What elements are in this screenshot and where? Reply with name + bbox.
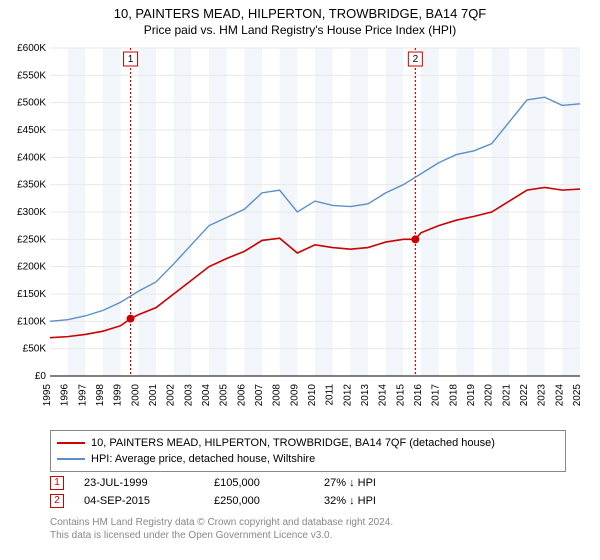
page-subtitle: Price paid vs. HM Land Registry's House … <box>0 23 600 37</box>
x-tick-label: 2006 <box>236 384 247 407</box>
x-tick-label: 2016 <box>413 384 424 407</box>
x-tick-label: 2001 <box>148 384 159 407</box>
x-tick-label: 2019 <box>466 384 477 407</box>
footer-attribution: Contains HM Land Registry data © Crown c… <box>50 516 393 542</box>
legend-swatch <box>57 442 85 444</box>
y-tick-label: £400K <box>17 152 46 163</box>
x-tick-label: 1996 <box>60 384 71 407</box>
x-tick-label: 2002 <box>166 384 177 407</box>
x-tick-label: 1997 <box>77 384 88 407</box>
y-tick-label: £500K <box>17 98 46 109</box>
event-marker-box: 2 <box>50 494 64 508</box>
legend-row: HPI: Average price, detached house, Wilt… <box>57 451 559 467</box>
x-tick-label: 2010 <box>307 384 318 407</box>
legend-swatch <box>57 458 85 460</box>
legend-row: 10, PAINTERS MEAD, HILPERTON, TROWBRIDGE… <box>57 435 559 451</box>
x-tick-label: 2020 <box>484 384 495 407</box>
y-tick-label: £300K <box>17 207 46 218</box>
sale-date: 23-JUL-1999 <box>84 477 194 489</box>
x-tick-label: 2015 <box>395 384 406 407</box>
y-tick-label: £150K <box>17 289 46 300</box>
event-marker-box: 1 <box>50 476 64 490</box>
sale-events-table: 1 23-JUL-1999 £105,000 27% ↓ HPI 2 04-SEP-201… <box>50 474 566 510</box>
x-tick-label: 2021 <box>501 384 512 407</box>
y-tick-label: £50K <box>23 344 47 355</box>
x-tick-label: 2022 <box>519 384 530 407</box>
x-tick-label: 2003 <box>183 384 194 407</box>
x-tick-label: 2023 <box>537 384 548 407</box>
x-tick-label: 2024 <box>554 384 565 407</box>
table-row: 1 23-JUL-1999 £105,000 27% ↓ HPI <box>50 474 566 492</box>
event-marker-label: 2 <box>413 54 419 65</box>
x-tick-label: 2007 <box>254 384 265 407</box>
x-tick-label: 2005 <box>219 384 230 407</box>
x-tick-label: 1999 <box>113 384 124 407</box>
x-tick-label: 2011 <box>325 384 336 406</box>
legend-label: HPI: Average price, detached house, Wilt… <box>91 453 315 465</box>
x-tick-label: 2017 <box>431 384 442 407</box>
x-tick-label: 1998 <box>95 384 106 407</box>
y-tick-label: £0 <box>35 371 47 382</box>
footer-line1: Contains HM Land Registry data © Crown c… <box>50 516 393 529</box>
event-dot <box>127 315 135 323</box>
y-tick-label: £350K <box>17 180 46 191</box>
hpi-delta: 32% ↓ HPI <box>324 495 434 507</box>
x-tick-label: 1995 <box>42 384 53 407</box>
footer-line2: This data is licensed under the Open Gov… <box>50 529 393 542</box>
price-chart: £0£50K£100K£150K£200K£250K£300K£350K£400… <box>50 48 580 418</box>
y-tick-label: £450K <box>17 125 46 136</box>
table-row: 2 04-SEP-2015 £250,000 32% ↓ HPI <box>50 492 566 510</box>
x-tick-label: 2000 <box>130 384 141 407</box>
chart-svg: £0£50K£100K£150K£200K£250K£300K£350K£400… <box>50 48 580 418</box>
x-tick-label: 2009 <box>289 384 300 407</box>
x-tick-label: 2014 <box>378 384 389 407</box>
y-tick-label: £200K <box>17 262 46 273</box>
legend-label: 10, PAINTERS MEAD, HILPERTON, TROWBRIDGE… <box>91 437 495 449</box>
event-marker-label: 1 <box>128 54 134 65</box>
sale-price: £105,000 <box>214 477 304 489</box>
y-tick-label: £250K <box>17 234 46 245</box>
y-tick-label: £100K <box>17 316 46 327</box>
x-tick-label: 2012 <box>342 384 353 407</box>
x-tick-label: 2004 <box>201 384 212 407</box>
x-tick-label: 2013 <box>360 384 371 407</box>
page-title: 10, PAINTERS MEAD, HILPERTON, TROWBRIDGE… <box>0 6 600 21</box>
hpi-delta: 27% ↓ HPI <box>324 477 434 489</box>
y-tick-label: £600K <box>17 43 46 54</box>
x-tick-label: 2025 <box>572 384 583 407</box>
x-tick-label: 2008 <box>272 384 283 407</box>
y-tick-label: £550K <box>17 70 46 81</box>
x-tick-label: 2018 <box>448 384 459 407</box>
sale-date: 04-SEP-2015 <box>84 495 194 507</box>
sale-price: £250,000 <box>214 495 304 507</box>
legend: 10, PAINTERS MEAD, HILPERTON, TROWBRIDGE… <box>50 430 566 472</box>
event-dot <box>411 235 419 243</box>
